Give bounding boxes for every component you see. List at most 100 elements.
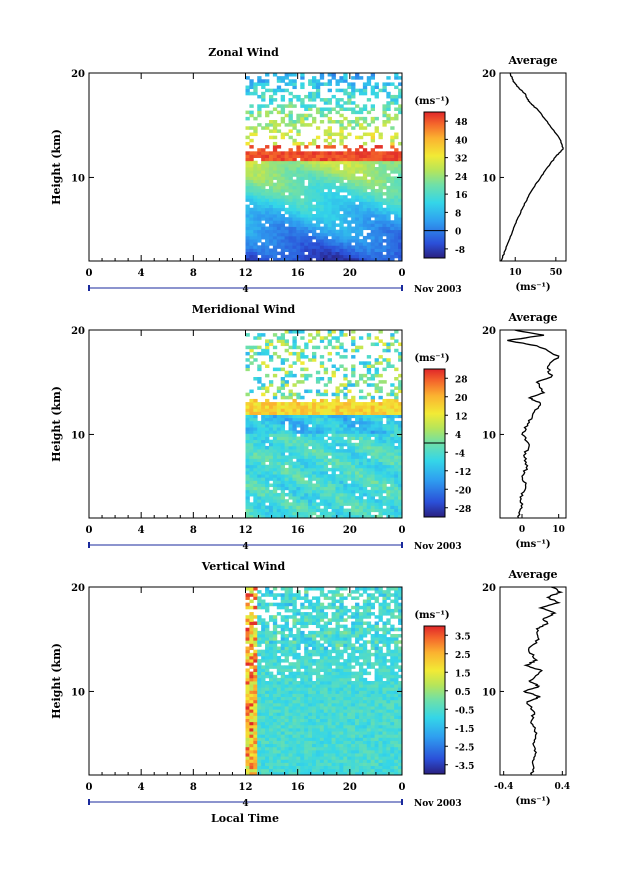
heatmap-cell (276, 690, 282, 694)
heatmap-cell (296, 254, 301, 259)
heatmap-cell (280, 702, 286, 707)
heatmap-cell (315, 173, 321, 177)
heatmap-cell (312, 82, 317, 86)
heatmap-cell (265, 154, 270, 158)
heatmap-cell (288, 411, 293, 415)
heatmap-cell (378, 386, 383, 390)
heatmap-cell (300, 514, 305, 519)
heatmap-cell (323, 715, 329, 719)
heatmap-cell (272, 655, 278, 660)
heatmap-cell (386, 160, 391, 165)
heatmap-cell (398, 452, 403, 456)
heatmap-cell (304, 480, 309, 484)
heatmap-cell (374, 489, 379, 494)
heatmap-cell (272, 201, 278, 205)
heatmap-cell (374, 151, 379, 155)
heatmap-cell (351, 395, 356, 400)
heatmap-cell (261, 192, 266, 196)
heatmap-cell (351, 499, 356, 503)
heatmap-cell (276, 167, 282, 171)
heatmap-cell (292, 768, 297, 773)
heatmap-cell (304, 420, 309, 425)
heatmap-cell (265, 242, 270, 246)
heatmap-cell (249, 167, 254, 171)
heatmap-cell (319, 245, 325, 249)
heatmap-cell (355, 167, 360, 171)
heatmap-cell (327, 668, 332, 672)
heatmap-cell (319, 630, 325, 635)
heatmap-cell (394, 204, 399, 209)
heatmap-cell (261, 439, 266, 444)
heatmap-cell (386, 358, 391, 362)
heatmap-cell (366, 361, 372, 365)
heatmap-cell (304, 405, 309, 409)
heatmap-cell (323, 765, 329, 770)
heatmap-cell (331, 151, 336, 155)
heatmap-cell (351, 88, 356, 93)
heatmap-cell (331, 154, 336, 158)
heatmap-cell (339, 587, 344, 591)
heatmap-cell (339, 480, 344, 484)
heatmap-cell (308, 740, 313, 745)
heatmap-cell (257, 226, 262, 231)
heatmap-cell (358, 232, 364, 237)
heatmap-cell (323, 195, 329, 199)
heatmap-cell (335, 593, 340, 597)
heatmap-cell (284, 687, 289, 691)
heatmap-cell (343, 167, 348, 171)
heatmap-cell (347, 477, 352, 481)
heatmap-cell (292, 662, 297, 666)
heatmap-cell (331, 214, 336, 218)
heatmap-cell (280, 226, 286, 231)
heatmap-cell (319, 364, 325, 368)
heatmap-cell (382, 342, 387, 347)
heatmap-cell (319, 496, 325, 500)
heatmap-cell (245, 420, 250, 425)
heatmap-cell (351, 505, 356, 509)
heatmap-cell (257, 502, 262, 506)
heatmap-cell (323, 424, 329, 428)
heatmap-cell (335, 728, 340, 732)
heatmap-cell (351, 179, 356, 184)
heatmap-cell (304, 740, 309, 745)
heatmap-cell (315, 345, 321, 350)
heatmap-cell (374, 474, 379, 478)
heatmap-cell (300, 188, 305, 193)
heatmap-cell (382, 223, 387, 227)
heatmap-cell (253, 377, 258, 381)
heatmap-cell (304, 113, 309, 118)
heatmap-cell (265, 351, 270, 356)
heatmap-cell (378, 477, 383, 481)
heatmap-cell (304, 173, 309, 177)
heatmap-cell (386, 254, 391, 259)
heatmap-cell (292, 383, 297, 387)
heatmap-cell (351, 198, 356, 202)
heatmap-cell (366, 505, 372, 509)
heatmap-cell (257, 442, 262, 447)
heatmap-cell (335, 684, 340, 688)
heatmap-cell (323, 668, 329, 672)
heatmap-field (245, 587, 403, 776)
heatmap-cell (308, 492, 313, 497)
heatmap-cell (272, 677, 278, 682)
heatmap-cell (386, 223, 391, 227)
heatmap-cell (327, 640, 332, 644)
heatmap-cell (347, 157, 352, 162)
heatmap-cell (382, 201, 387, 205)
heatmap-cell (245, 333, 250, 337)
heatmap-cell (300, 185, 305, 190)
heatmap-cell (292, 220, 297, 224)
heatmap-cell (323, 605, 329, 610)
heatmap-cell (335, 649, 340, 654)
heatmap-cell (331, 715, 336, 719)
heatmap-cell (253, 195, 258, 199)
heatmap-cell (355, 405, 360, 409)
heatmap-cell (276, 251, 282, 256)
heatmap-cell (370, 461, 376, 466)
heatmap-cell (343, 737, 348, 741)
heatmap-cell (288, 715, 293, 719)
heatmap-cell (272, 458, 278, 462)
heatmap-cell (276, 646, 282, 651)
heatmap-cell (268, 765, 274, 770)
heatmap-cell (268, 674, 274, 679)
